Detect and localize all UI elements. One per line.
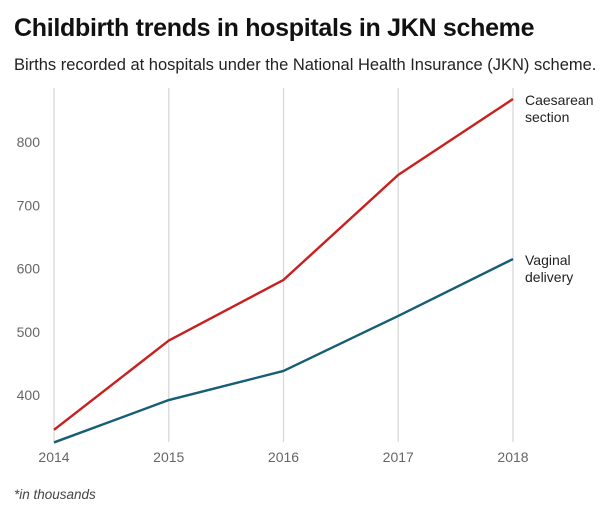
x-axis-ticks: 2014 2015 2016 2017 2018: [38, 449, 528, 465]
y-tick-label: 800: [17, 134, 41, 150]
series-label: delivery: [525, 269, 573, 285]
chart-title: Childbirth trends in hospitals in JKN sc…: [14, 14, 535, 42]
unit-note: *in thousands: [14, 487, 96, 502]
series-lines: [53, 97, 514, 444]
x-tick-label: 2015: [153, 449, 184, 465]
series-label: Caesarean: [525, 92, 594, 108]
y-tick-label: 400: [17, 387, 41, 403]
x-tick-label: 2018: [497, 449, 528, 465]
x-tick-label: 2016: [268, 449, 299, 465]
x-tick-label: 2014: [38, 449, 69, 465]
chart-subtitle: Births recorded at hospitals under the N…: [14, 56, 597, 74]
y-tick-label: 600: [17, 261, 41, 277]
series-label: section: [525, 109, 569, 125]
x-tick-label: 2017: [383, 449, 414, 465]
gridlines: [53, 88, 514, 442]
y-tick-label: 500: [17, 324, 41, 340]
series-label: Vaginal: [525, 252, 571, 268]
y-axis-ticks: 400 500 600 700 800: [17, 134, 41, 403]
y-tick-label: 700: [17, 197, 41, 213]
